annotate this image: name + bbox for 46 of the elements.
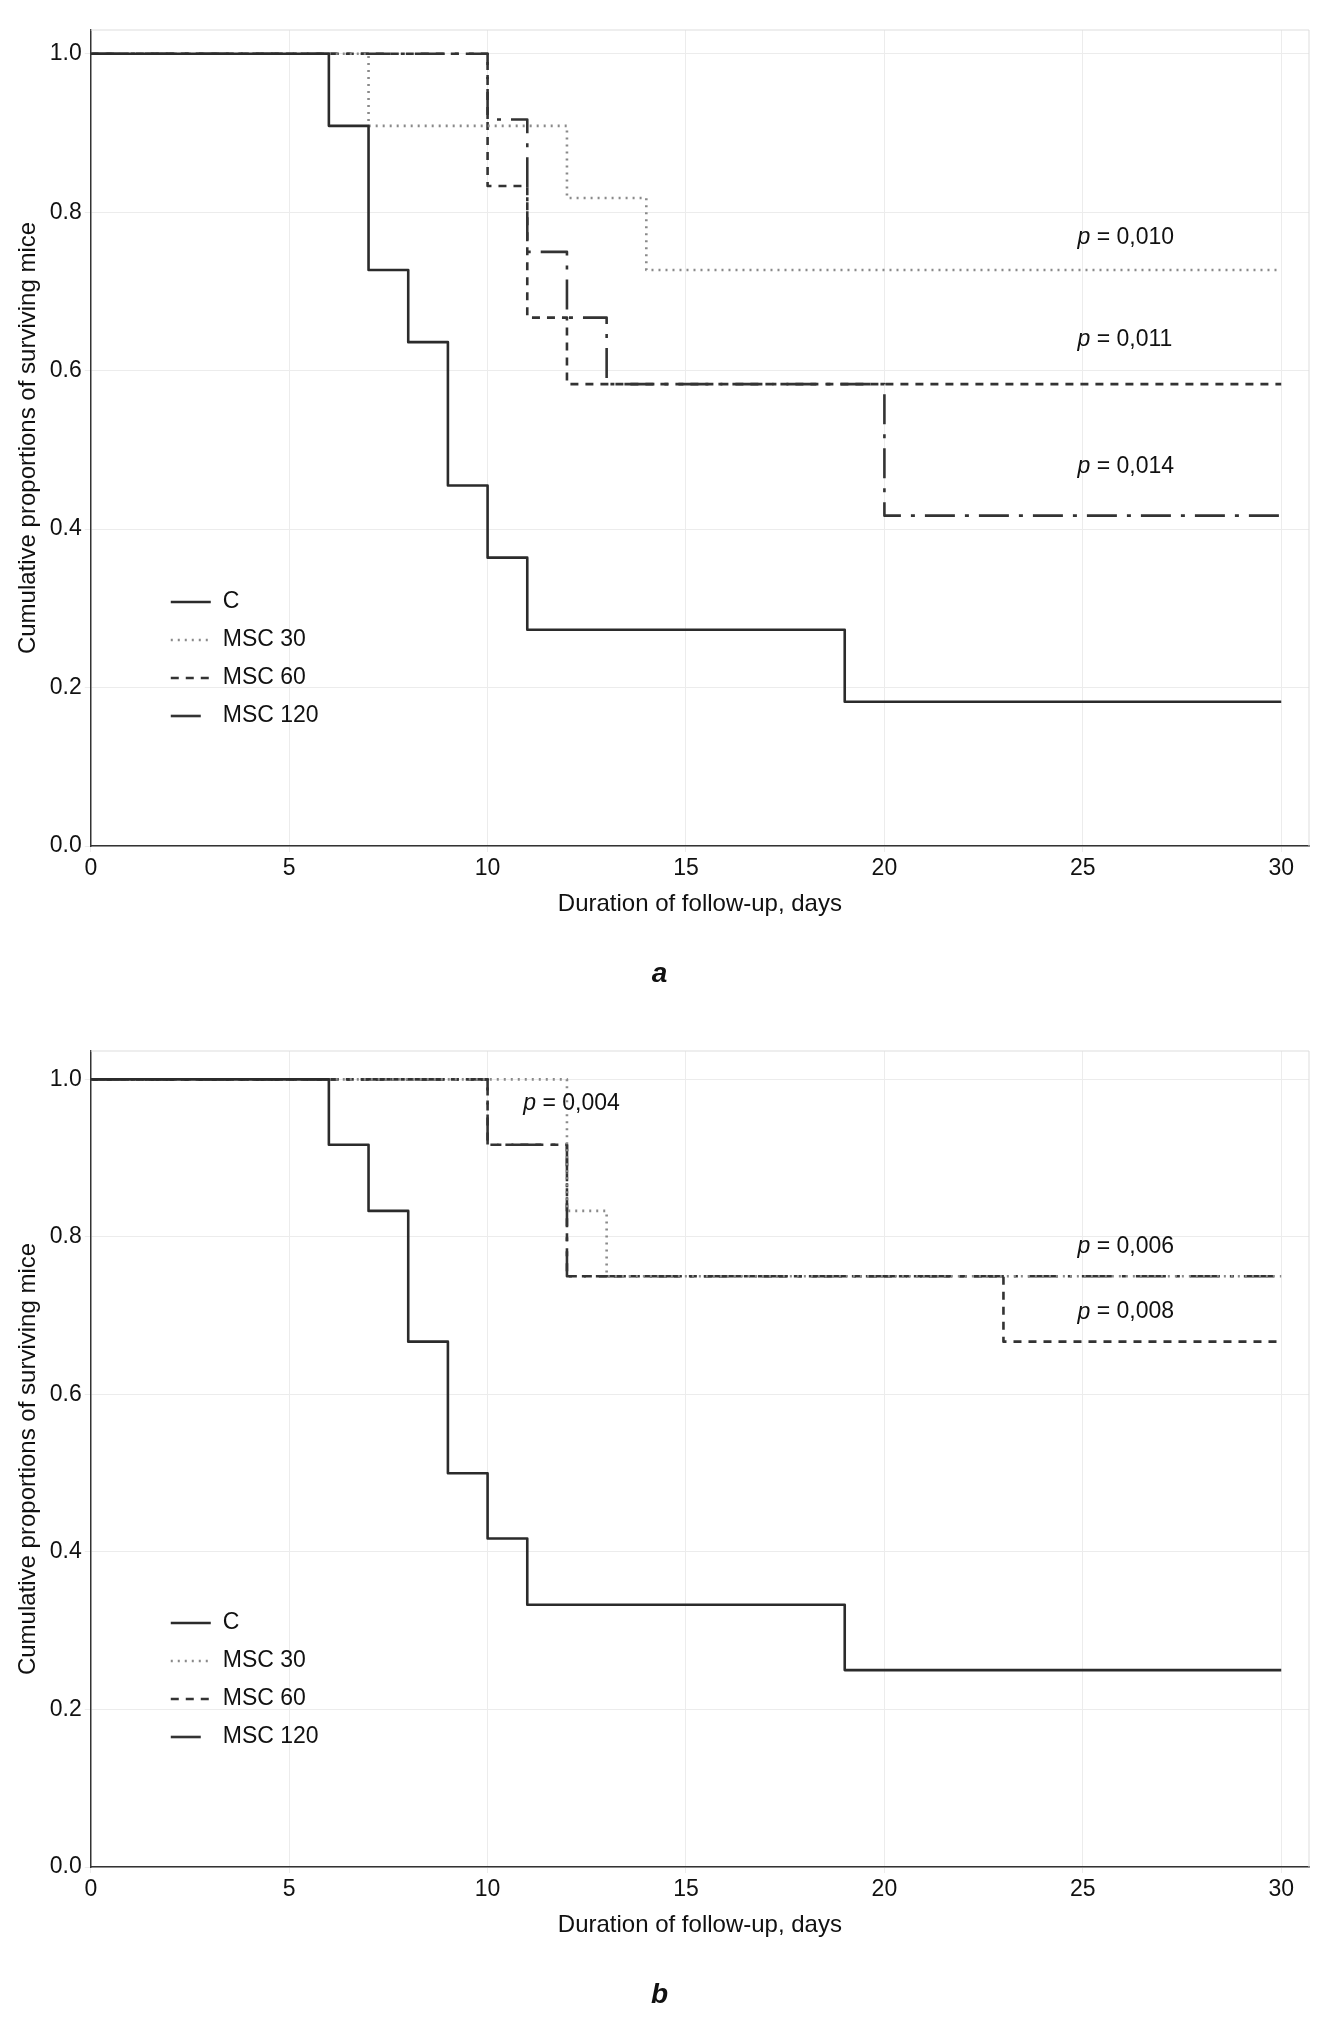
y-tick-label: 0.4: [49, 514, 82, 541]
y-tick-label: 1.0: [49, 39, 82, 66]
annotation: p = 0,008: [1076, 1297, 1175, 1324]
x-tick-label: 20: [871, 1875, 898, 1902]
legend-label: MSC 60: [222, 663, 306, 690]
text: b: [650, 1977, 669, 2009]
legend-label: MSC 120: [222, 1722, 319, 1749]
annotation: p = 0,004: [522, 1089, 621, 1116]
y-tick-label: 0.2: [49, 672, 82, 699]
legend-label: MSC 30: [222, 1646, 306, 1673]
y-tick-label: 0.4: [49, 1537, 82, 1564]
annotation: p = 0,006: [1076, 1232, 1175, 1259]
x-tick-label: 10: [474, 854, 501, 881]
legend-label: MSC 120: [222, 701, 319, 728]
y-tick-label: 0.6: [49, 356, 82, 382]
y-tick-label: 0.2: [49, 1694, 82, 1721]
x-tick-label: 30: [1268, 854, 1295, 881]
x-axis-title: Duration of follow-up, days: [557, 1909, 842, 1937]
x-tick-label: 20: [871, 854, 898, 881]
legend-label: MSC 60: [222, 1684, 306, 1711]
annotation: p = 0,011: [1076, 325, 1173, 352]
x-tick-label: 5: [282, 854, 296, 881]
legend-label: MSC 30: [222, 625, 306, 652]
x-tick-label: 25: [1070, 854, 1096, 881]
x-tick-label: 15: [673, 1875, 699, 1902]
legend-label: C: [222, 587, 240, 614]
x-tick-label: 0: [84, 1875, 98, 1902]
legend-label: C: [222, 1608, 240, 1635]
text: a: [651, 956, 668, 988]
y-tick-label: 0.8: [49, 1222, 82, 1249]
x-tick-label: 25: [1070, 1875, 1096, 1902]
y-tick-label: 1.0: [49, 1064, 82, 1091]
x-axis-title: Duration of follow-up, days: [557, 888, 842, 916]
y-tick-label: 0.0: [49, 1852, 82, 1879]
x-tick-label: 30: [1268, 1875, 1295, 1902]
y-axis-title: Cumulative proportions of surviving mice: [13, 1242, 41, 1676]
y-tick-label: 0.6: [49, 1379, 82, 1406]
x-tick-label: 5: [282, 1875, 296, 1902]
y-tick-label: 0.0: [49, 831, 82, 858]
x-tick-label: 15: [673, 854, 699, 881]
annotation: p = 0,014: [1076, 451, 1175, 478]
annotation: p = 0,010: [1076, 223, 1175, 250]
x-tick-label: 0: [84, 854, 98, 881]
y-axis-title: Cumulative proportions of surviving mice: [13, 221, 41, 655]
y-tick-label: 0.8: [49, 197, 82, 224]
x-tick-label: 10: [474, 1875, 501, 1902]
